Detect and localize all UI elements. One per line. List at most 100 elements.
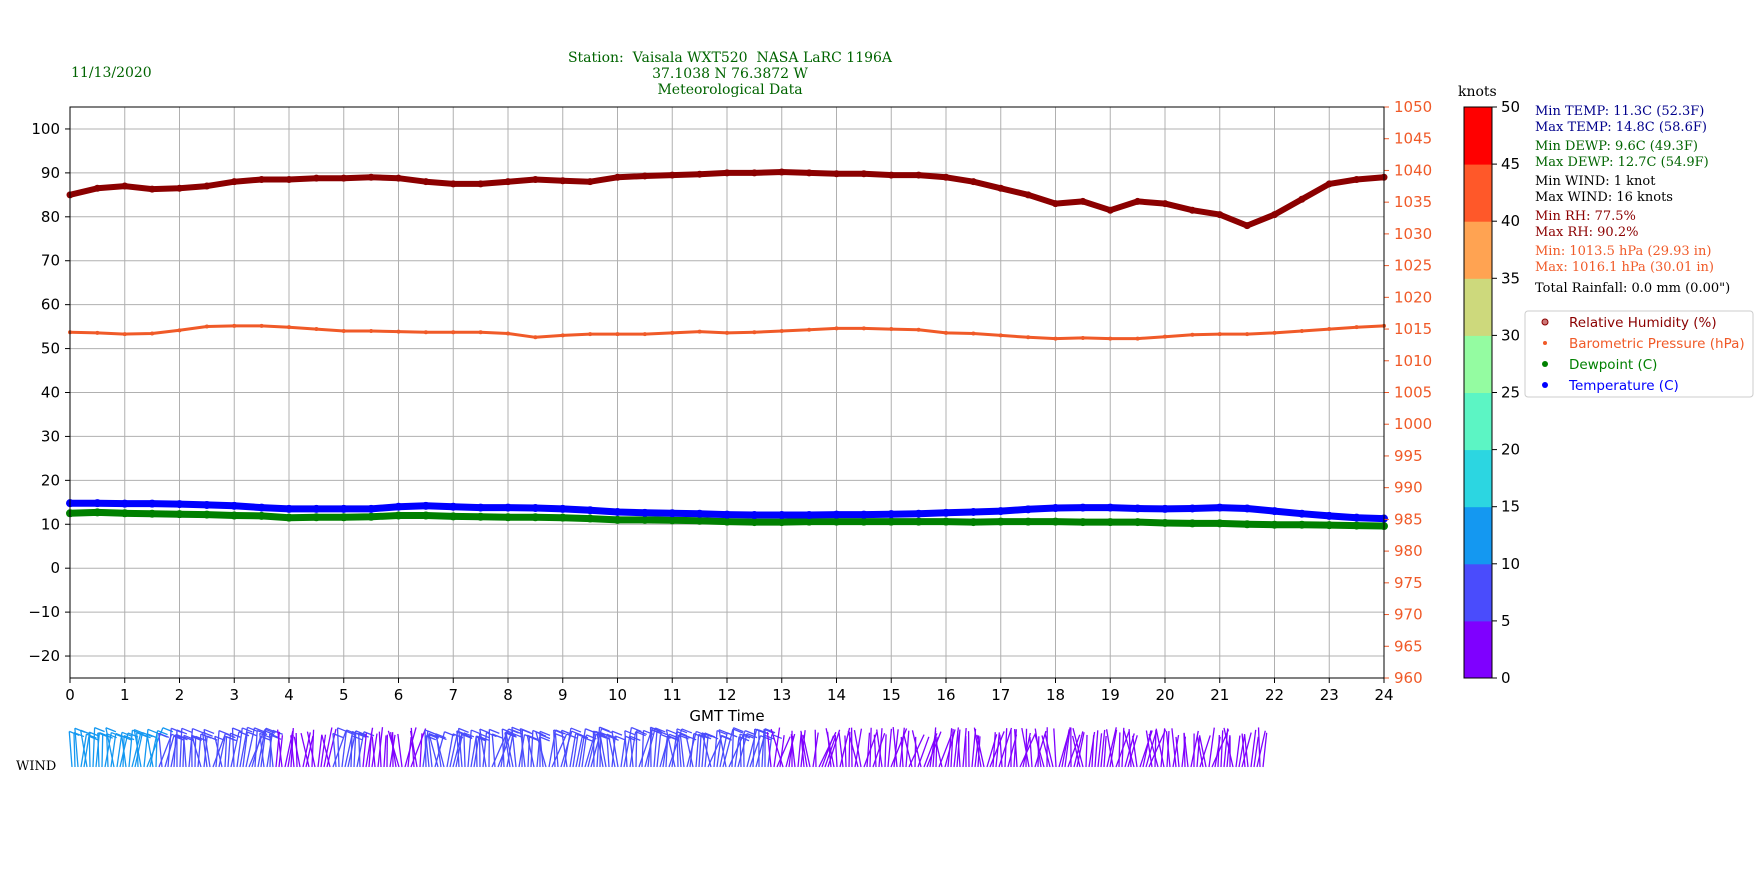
wind-barb-flag bbox=[570, 727, 582, 733]
data-point bbox=[1299, 328, 1304, 333]
data-point bbox=[752, 330, 757, 335]
wind-barb bbox=[1118, 732, 1121, 768]
wind-barb bbox=[455, 734, 463, 768]
data-point bbox=[369, 328, 374, 333]
wind-barb bbox=[873, 734, 877, 768]
wind-barb-flag bbox=[111, 731, 122, 738]
wind-barb bbox=[201, 732, 208, 768]
data-point bbox=[969, 178, 977, 186]
wind-barb bbox=[587, 733, 597, 768]
wind-barb-flag bbox=[136, 732, 147, 738]
wind-barb-flag bbox=[214, 735, 226, 741]
wind-barb bbox=[844, 735, 847, 768]
wind-barb bbox=[995, 732, 1000, 768]
y2-tick-label: 980 bbox=[1394, 542, 1423, 560]
data-point bbox=[778, 168, 786, 176]
data-point bbox=[285, 504, 293, 513]
wind-barb bbox=[1034, 730, 1047, 768]
wind-barb bbox=[629, 736, 634, 768]
legend-box bbox=[1524, 310, 1754, 398]
data-point bbox=[175, 510, 184, 519]
wind-barb bbox=[231, 727, 235, 768]
wind-barb bbox=[167, 728, 172, 768]
y-tick-label: 40 bbox=[41, 384, 60, 402]
wind-barb bbox=[179, 728, 183, 768]
wind-barb-flag bbox=[358, 732, 369, 738]
colorbar-tick-label: 45 bbox=[1501, 155, 1520, 173]
wind-barb bbox=[106, 733, 109, 768]
wind-barb bbox=[776, 736, 791, 768]
y2-tick-label: 1040 bbox=[1394, 161, 1432, 179]
wind-barb bbox=[239, 727, 249, 768]
y-tick-label: 10 bbox=[41, 515, 60, 533]
data-point bbox=[833, 170, 840, 178]
data-point bbox=[942, 517, 950, 526]
data-point bbox=[312, 513, 321, 522]
x-tick-label: 3 bbox=[229, 686, 239, 704]
stat-min-wind: Min WIND: 1 knot bbox=[1535, 174, 1656, 189]
wind-barb-flag bbox=[754, 728, 765, 734]
wind-barb bbox=[679, 733, 685, 768]
wind-barb bbox=[1013, 729, 1018, 768]
data-point bbox=[341, 328, 346, 333]
data-point bbox=[887, 171, 895, 179]
wind-barb bbox=[173, 734, 177, 768]
wind-barb bbox=[1034, 733, 1045, 768]
data-point bbox=[807, 327, 812, 332]
wind-barb bbox=[427, 734, 433, 768]
data-point bbox=[725, 330, 729, 335]
wind-barb bbox=[467, 730, 472, 768]
wind-barb bbox=[647, 728, 653, 768]
wind-barb bbox=[1250, 729, 1257, 768]
wind-barb-flag bbox=[676, 731, 688, 737]
wind-barb bbox=[1155, 728, 1165, 768]
x-tick-label: 16 bbox=[936, 686, 955, 704]
wind-barb-flag bbox=[425, 735, 437, 741]
wind-barb bbox=[383, 735, 387, 768]
data-point bbox=[1325, 511, 1334, 520]
colorbar-tick-label: 15 bbox=[1501, 498, 1520, 516]
wind-barb-flag bbox=[630, 735, 641, 741]
wind-barb bbox=[761, 729, 765, 768]
wind-barb bbox=[785, 733, 796, 768]
wind-barb bbox=[290, 735, 295, 768]
wind-barb bbox=[341, 729, 348, 768]
wind-barb-flag bbox=[247, 731, 258, 737]
data-point bbox=[1327, 327, 1332, 332]
x-tick-label: 2 bbox=[175, 686, 185, 704]
data-point bbox=[916, 327, 921, 332]
wind-barb-flag bbox=[424, 729, 436, 735]
data-point bbox=[859, 517, 868, 526]
wind-barb-flag bbox=[733, 727, 744, 733]
wind-barb bbox=[1154, 730, 1157, 768]
wind-barb-flag bbox=[363, 731, 375, 737]
wind-barb bbox=[105, 727, 115, 768]
data-point bbox=[1078, 503, 1087, 512]
wind-barb bbox=[976, 734, 985, 768]
wind-barb-flag bbox=[247, 726, 258, 732]
wind-barb-flag bbox=[345, 730, 357, 736]
wind-barb-flag bbox=[650, 726, 661, 732]
wind-barb bbox=[95, 732, 101, 768]
wind-barb-flag bbox=[599, 726, 610, 732]
wind-barb bbox=[719, 732, 728, 768]
wind-barb bbox=[74, 728, 79, 768]
x-tick-label: 4 bbox=[284, 686, 294, 704]
wind-barb-flag bbox=[94, 727, 105, 733]
x-tick-label: 10 bbox=[608, 686, 627, 704]
data-point bbox=[148, 499, 157, 508]
data-point bbox=[805, 511, 814, 520]
wind-label: WIND bbox=[16, 759, 57, 774]
wind-barb bbox=[698, 734, 702, 768]
data-point bbox=[697, 329, 702, 334]
x-tick-label: 15 bbox=[882, 686, 901, 704]
wind-barb bbox=[424, 729, 427, 768]
wind-barb bbox=[245, 727, 256, 768]
wind-barb bbox=[1105, 729, 1114, 768]
data-point bbox=[944, 330, 948, 335]
wind-barb-flag bbox=[203, 728, 215, 735]
colorbar-tick-label: 5 bbox=[1501, 612, 1511, 630]
y-tick-label: 70 bbox=[41, 252, 60, 270]
y2-tick-label: 990 bbox=[1394, 479, 1423, 497]
wind-barb-flag bbox=[611, 730, 623, 736]
